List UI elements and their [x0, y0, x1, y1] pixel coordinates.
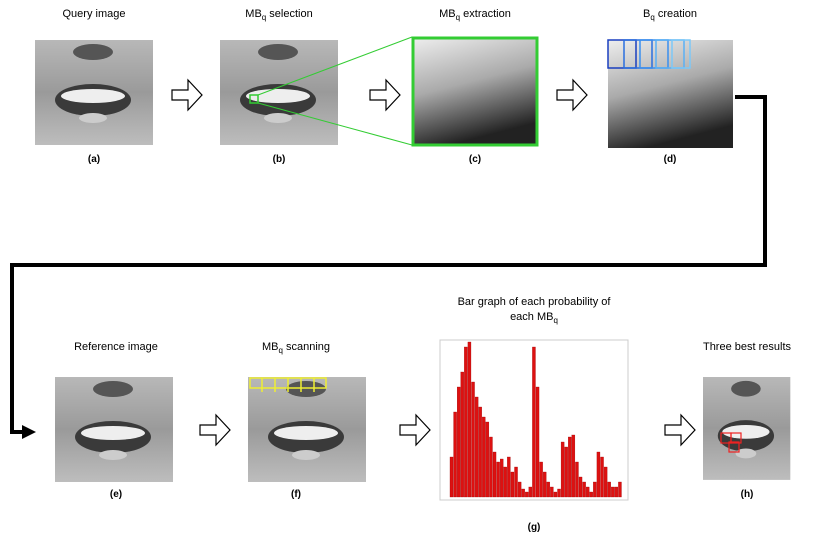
bar [547, 482, 550, 497]
bar [532, 347, 535, 497]
bar [572, 435, 575, 497]
bar [529, 487, 532, 497]
arrow [200, 415, 230, 445]
title: each MBq [510, 311, 558, 325]
bar [565, 447, 568, 497]
bar [479, 407, 482, 497]
step-label: (h) [741, 489, 754, 500]
bar [457, 387, 460, 497]
title-part: MB [439, 8, 456, 20]
bar [500, 459, 503, 497]
bar [583, 482, 586, 497]
bar [604, 467, 607, 497]
bar [497, 462, 500, 497]
bar [525, 492, 528, 497]
step-label: (f) [291, 489, 301, 500]
title-part: Reference image [74, 341, 158, 353]
step-label: (a) [88, 154, 100, 165]
connector-head [22, 425, 36, 439]
title-part: MB [262, 341, 279, 353]
title: Query image [63, 8, 126, 20]
title-part: creation [655, 8, 697, 20]
bar [543, 472, 546, 497]
row-1 [35, 37, 733, 148]
bar [579, 477, 582, 497]
reference-image [55, 377, 173, 482]
bar [507, 457, 510, 497]
title: MBq extraction [439, 8, 511, 22]
title: Bq creation [643, 8, 697, 22]
bar [468, 342, 471, 497]
results-image [703, 377, 790, 480]
bar [611, 487, 614, 497]
title: Bar graph of each probability of [458, 296, 612, 308]
bar [575, 462, 578, 497]
bar [522, 489, 525, 497]
selection-image [220, 40, 338, 145]
bar [561, 442, 564, 497]
title: Reference image [74, 341, 158, 353]
bar [550, 487, 553, 497]
bar [511, 472, 514, 497]
step-label: (d) [664, 154, 677, 165]
bar [590, 492, 593, 497]
title-part: extraction [460, 8, 511, 20]
bar [618, 482, 621, 497]
step-label: (c) [469, 154, 481, 165]
bar [489, 437, 492, 497]
title: MBq selection [245, 8, 312, 22]
title-part: selection [266, 8, 312, 20]
bar [504, 467, 507, 497]
title-part: B [643, 8, 650, 20]
step-label: (e) [110, 489, 122, 500]
bar [461, 372, 464, 497]
bar [593, 482, 596, 497]
title: MBq scanning [262, 341, 330, 355]
bar [558, 489, 561, 497]
title-part: Query image [63, 8, 126, 20]
arrow [557, 80, 587, 110]
title-part: MB [245, 8, 262, 20]
title: Three best results [703, 341, 792, 353]
title-part: Three best results [703, 341, 792, 353]
arrow [172, 80, 202, 110]
subscript: q [553, 316, 557, 325]
bar [515, 467, 518, 497]
b-creation-image [608, 40, 733, 148]
scanning-image [248, 377, 366, 482]
step-label: (b) [273, 154, 286, 165]
bar [518, 482, 521, 497]
arrow [370, 80, 400, 110]
bar [540, 462, 543, 497]
bar [536, 387, 539, 497]
bar [597, 452, 600, 497]
scan-blocks [250, 378, 326, 392]
bar [601, 457, 604, 497]
bar [586, 487, 589, 497]
arrow [665, 415, 695, 445]
step-label: (g) [528, 522, 541, 533]
query-image [35, 40, 153, 145]
bar [464, 347, 467, 497]
bar [486, 422, 489, 497]
bar [472, 382, 475, 497]
bar [475, 397, 478, 497]
bar [615, 487, 618, 497]
bar [454, 412, 457, 497]
arrow [400, 415, 430, 445]
bar [450, 457, 453, 497]
bar [608, 482, 611, 497]
bar [554, 492, 557, 497]
diagram: Query image(a)MBq selection(b)MBq extrac… [0, 0, 817, 542]
row-2 [55, 340, 790, 500]
extracted-block [413, 38, 537, 145]
bar [568, 437, 571, 497]
title-part: each MB [510, 311, 553, 323]
bar [493, 452, 496, 497]
title-part: scanning [283, 341, 330, 353]
bar [482, 417, 485, 497]
